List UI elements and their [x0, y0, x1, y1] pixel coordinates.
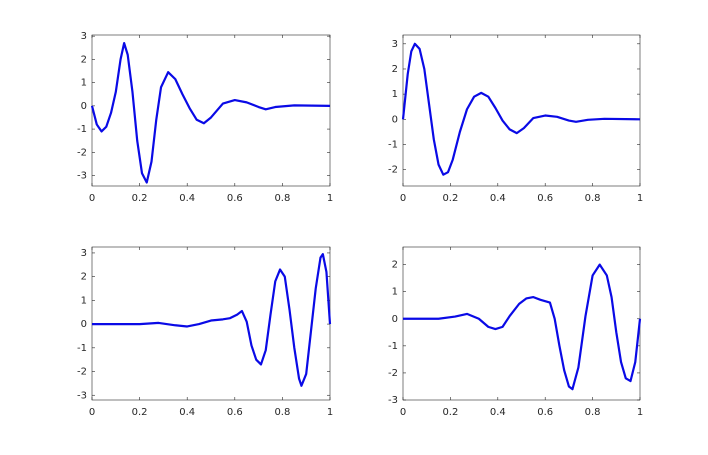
data-line: [401, 42, 641, 176]
y-tick-label: 1: [392, 287, 398, 298]
y-tick-label: 2: [392, 64, 398, 75]
y-tick-label: -1: [388, 139, 398, 150]
y-tick-label: 2: [81, 272, 87, 283]
x-tick-label: 1: [327, 407, 333, 418]
x-tick-label: 0.8: [585, 193, 601, 204]
x-tick-label: 0: [89, 193, 95, 204]
x-tick-label: 0.8: [274, 407, 290, 418]
x-tick-label: 0: [400, 407, 406, 418]
x-tick-label: 0.6: [537, 193, 553, 204]
y-tick-label: -2: [388, 165, 398, 176]
y-tick-label: -2: [77, 367, 87, 378]
y-tick-label: 0: [81, 319, 87, 330]
y-tick-label: 3: [81, 248, 87, 259]
data-line: [403, 263, 642, 391]
x-tick-label: 1: [637, 407, 643, 418]
x-tick-label: 0.6: [537, 407, 553, 418]
y-tick-label: -3: [77, 171, 87, 182]
x-tick-label: 0.4: [179, 407, 195, 418]
y-tick-label: -2: [77, 147, 87, 158]
x-tick-label: 0.6: [227, 407, 243, 418]
y-tick-label: 0: [392, 114, 398, 125]
data-line: [92, 253, 332, 387]
x-tick-label: 0: [400, 193, 406, 204]
x-tick-label: 0.2: [132, 193, 148, 204]
x-tick-label: 0.2: [442, 193, 458, 204]
x-tick-label: 0.2: [442, 407, 458, 418]
x-tick-label: 0: [89, 407, 95, 418]
x-tick-label: 0.4: [490, 193, 506, 204]
y-tick-label: -2: [388, 368, 398, 379]
x-tick-label: 0.4: [179, 193, 195, 204]
y-tick-label: -1: [77, 124, 87, 135]
x-tick-label: 0.6: [227, 193, 243, 204]
y-tick-label: -3: [77, 390, 87, 401]
axes-box: [91, 34, 331, 187]
data-line: [90, 42, 331, 184]
y-tick-label: 3: [81, 31, 87, 42]
y-tick-label: 2: [81, 54, 87, 65]
x-tick-label: 0.4: [490, 407, 506, 418]
y-tick-label: -1: [77, 343, 87, 354]
y-tick-label: 2: [392, 260, 398, 271]
y-tick-label: 1: [81, 295, 87, 306]
y-tick-label: -1: [388, 341, 398, 352]
y-tick-label: -3: [388, 395, 398, 406]
y-tick-label: 1: [392, 89, 398, 100]
y-tick-label: 1: [81, 78, 87, 89]
x-tick-label: 1: [327, 193, 333, 204]
y-tick-label: 3: [392, 39, 398, 50]
y-tick-label: 0: [81, 101, 87, 112]
x-tick-label: 0.2: [132, 407, 148, 418]
x-tick-label: 1: [637, 193, 643, 204]
x-tick-label: 0.8: [585, 407, 601, 418]
y-tick-label: 0: [392, 314, 398, 325]
x-tick-label: 0.8: [274, 193, 290, 204]
